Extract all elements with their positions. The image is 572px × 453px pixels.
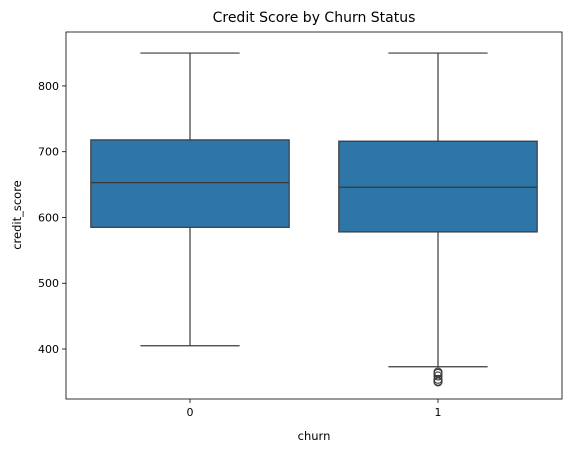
outlier-point (433, 367, 443, 377)
chart-title: Credit Score by Churn Status (213, 10, 416, 26)
iqr-box (90, 139, 290, 228)
iqr-box (338, 140, 538, 233)
plot-area-frame (65, 31, 563, 400)
y-tick-label: 400 (38, 343, 59, 356)
box-0 (90, 52, 290, 347)
outlier-point (433, 371, 443, 381)
y-axis: 400 500 600 700 800 (38, 80, 66, 356)
y-axis-label: credit_score (10, 180, 24, 250)
boxes-layer (90, 52, 538, 387)
y-tick-label: 700 (38, 146, 59, 159)
outlier-point (433, 374, 443, 384)
x-tick-label: 0 (187, 406, 194, 419)
y-tick-label: 600 (38, 211, 59, 224)
box-1 (338, 52, 538, 387)
x-axis-label: churn (298, 429, 331, 443)
y-tick-label: 800 (38, 80, 59, 93)
x-tick-label: 1 (435, 406, 442, 419)
y-tick-label: 500 (38, 277, 59, 290)
